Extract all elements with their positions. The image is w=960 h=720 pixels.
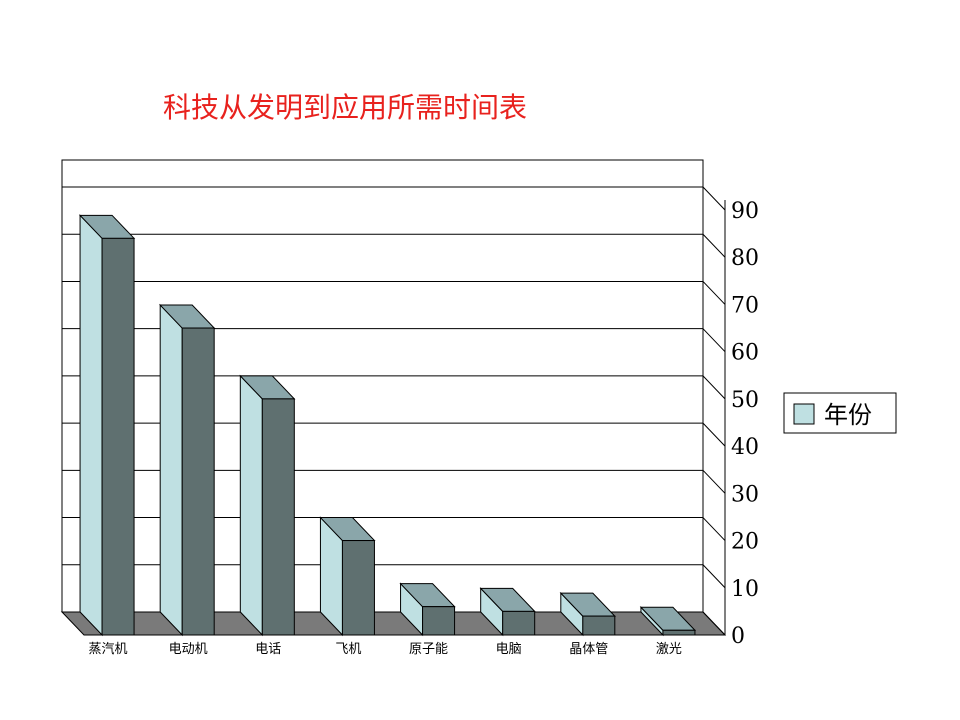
legend-label: 年份: [824, 401, 872, 429]
floor: [60, 611, 727, 636]
bar-front-face: [181, 327, 215, 636]
y-tick-label: 40: [731, 435, 759, 460]
y-tick-mark: [702, 517, 726, 541]
x-category-label: 飞机: [335, 642, 361, 657]
bar: [239, 374, 296, 637]
x-category-label: 电脑: [496, 642, 522, 657]
bar-front-face: [422, 606, 456, 636]
bar: [78, 214, 136, 637]
y-tick-label: 10: [731, 577, 759, 602]
y-tick-mark: [702, 375, 726, 400]
y-tick-label: 80: [731, 246, 759, 271]
x-category-label: 激光: [656, 642, 682, 657]
bar: [319, 516, 376, 637]
bar-front-face: [261, 398, 295, 636]
y-tick-mark: [702, 233, 726, 258]
y-tick-label: 50: [731, 388, 759, 413]
x-category-label: 原子能: [409, 642, 448, 657]
x-category-label: 电动机: [169, 642, 208, 657]
y-tick-label: 20: [731, 530, 759, 555]
bar: [399, 582, 456, 637]
bar-front-face: [341, 540, 375, 636]
y-tick-label: 0: [731, 624, 745, 649]
bar-front-face: [502, 610, 536, 636]
x-category-label: 晶体管: [569, 642, 608, 657]
legend-swatch: [793, 403, 815, 425]
bar: [559, 591, 616, 637]
y-tick-mark: [702, 469, 726, 494]
y-axis-ticks: 0 10 20 30 40 50 60 70 80 90: [702, 160, 759, 649]
y-tick-label: 90: [731, 199, 759, 224]
chart-title: 科技从发明到应用所需时间表: [162, 91, 527, 124]
bar-front-face: [662, 629, 696, 636]
x-category-label: 蒸汽机: [89, 642, 128, 657]
y-tick-label: 70: [731, 293, 759, 318]
x-axis-categories: 蒸汽机 电动机 电话 飞机 原子能 电脑 晶体管 激光: [89, 642, 682, 657]
y-tick-mark: [702, 281, 726, 305]
x-category-label: 电话: [255, 642, 281, 657]
y-tick-mark: [702, 564, 726, 589]
y-tick-label: 60: [731, 341, 759, 366]
legend-box: [783, 392, 897, 434]
bar-front-face: [101, 237, 135, 636]
bar-front-face: [582, 615, 616, 636]
chart-floor: [60, 611, 727, 636]
legend: 年份: [783, 392, 897, 434]
y-tick-label: 30: [731, 482, 759, 507]
bars: [78, 214, 697, 637]
bar: [479, 587, 536, 637]
bar-side-face: [79, 214, 103, 637]
bar-side-face: [239, 374, 263, 637]
bar: [159, 303, 216, 637]
y-tick-mark: [702, 422, 726, 447]
bar-side-face: [159, 303, 183, 637]
bar: [639, 606, 697, 637]
back-wall: [61, 159, 704, 613]
y-tick-mark: [702, 186, 726, 211]
y-tick-mark: [702, 611, 726, 636]
y-tick-mark: [702, 328, 726, 353]
chart-frame: [61, 159, 704, 613]
